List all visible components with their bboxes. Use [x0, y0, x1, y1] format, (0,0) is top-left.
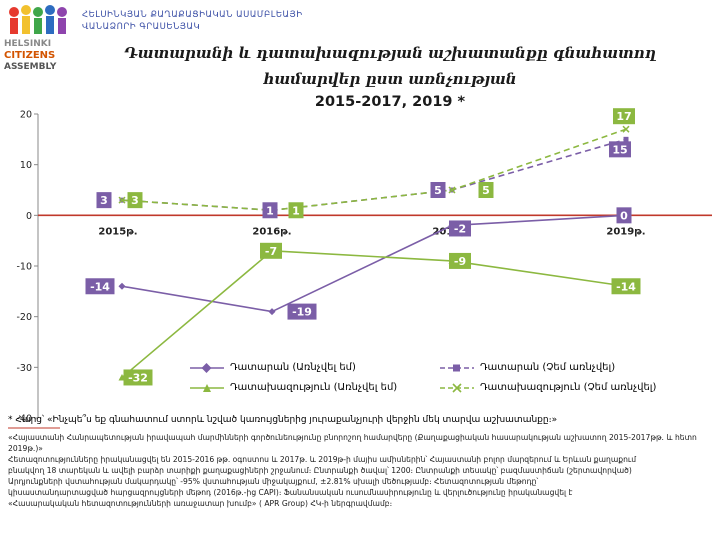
data-label-box — [123, 369, 153, 386]
footnote-line-5: կիսաստանդարտացված հարցազրույցների մեթոդ … — [8, 488, 573, 497]
y-tick-label: -10 — [16, 262, 32, 273]
legend-item-court-not-involved: Դատարան (Չեմ առնչվել) — [440, 362, 615, 373]
data-label-box — [262, 202, 278, 219]
data-label: 3 — [100, 194, 108, 207]
legend-label-court-not-involved: Դատարան (Չեմ առնչվել) — [480, 362, 616, 373]
data-label: -14 — [616, 280, 636, 293]
legend-swatch-prosecution-involved — [190, 383, 224, 392]
legend-swatch-court-not-involved — [440, 364, 474, 371]
footnote-line-2: Հետազոտությունները իրականացվել են 2015-2… — [8, 455, 637, 464]
data-label: -9 — [454, 255, 466, 268]
data-label: 15 — [612, 143, 627, 156]
legend-item-prosecution-not-involved: Դատախազություն (Չեմ առնչվել) — [440, 382, 656, 393]
data-label-box — [449, 252, 471, 269]
data-label: -14 — [90, 280, 110, 293]
data-label: 5 — [482, 184, 490, 197]
x-tick-label: 2016թ. — [252, 226, 291, 237]
data-label: -2 — [454, 222, 466, 235]
y-tick-label: 20 — [20, 110, 32, 121]
chart-title-line2: համարվեր ըստ առնչության — [263, 70, 517, 88]
y-tick-label: -20 — [16, 312, 32, 323]
series-line-2 — [121, 249, 627, 379]
data-label: 3 — [131, 194, 139, 207]
chart-title-line1: Դատարանի և դատախազության աշխատանքը գնահա… — [124, 44, 656, 62]
data-label: 0 — [620, 209, 628, 222]
data-point — [448, 186, 456, 194]
data-point — [623, 136, 629, 142]
legend-label-prosecution-involved: Դատախազություն (Առնչվել եմ) — [230, 382, 398, 393]
data-label-box — [611, 278, 641, 295]
data-label: -19 — [292, 306, 312, 319]
data-label: 1 — [266, 204, 274, 217]
org-name-line2: ՎԱՆԱՁՈՐԻ ԳՐԱՍԵՆՅԱԿ — [82, 22, 201, 32]
data-label-box — [478, 182, 494, 198]
data-label-box — [260, 242, 282, 259]
y-tick-label: -30 — [16, 363, 32, 374]
footnote-line-1: «Հայաստանի Հանրապետության իրավապահ մարմի… — [8, 433, 697, 453]
footnote-line-6: «Հասարակական հետազոտությունների առաջատար… — [8, 499, 393, 508]
y-tick-label: -40 — [16, 414, 32, 425]
legend-label-prosecution-not-involved: Դատախազություն (Չեմ առնչվել) — [480, 382, 657, 393]
series-line-1 — [121, 138, 627, 212]
helsinki-citizens-assembly-logo: HELSINKI CITIZENS ASSEMBLY — [4, 5, 67, 72]
data-point — [118, 282, 126, 290]
methodology-footnote: «Հայաստանի Հանրապետության իրավապահ մարմի… — [8, 432, 714, 509]
org-name-line1: ՀԵԼՍԻՆԿՅԱՆ ՔԱՂԱՔԱՑԻԱԿԱՆ ԱՍԱՄԲԼԵԱՅԻ — [82, 10, 303, 20]
x-tick-label: 2019թ. — [606, 226, 645, 237]
y-tick-label: 10 — [20, 160, 32, 171]
data-label-box — [96, 192, 112, 209]
legend-item-court-involved: Դատարան (Առնչվել եմ) — [190, 362, 356, 373]
footnote-line-4: Արդյունքների վստահության մակարդակը՝ -95%… — [8, 477, 539, 486]
data-label-box — [288, 202, 304, 219]
y-tick-label: 0 — [26, 211, 32, 222]
line-chart: -40-30-20-10010202015թ.2016թ.2017թ.2019թ… — [8, 108, 712, 429]
footnote-line-3: բնակվող 18 տարեկան և ավելի բարձր տարիքի … — [8, 466, 632, 475]
data-label-box — [287, 303, 317, 320]
data-point — [268, 308, 276, 316]
survey-question-note: * Հարց՝ «Ինչպե՞ս եք գնահատում ստորև նշվա… — [8, 415, 558, 425]
series-line-0 — [121, 214, 627, 313]
x-tick-label: 2015թ. — [98, 226, 137, 237]
chart-legend: Դատարան (Առնչվել եմ) Դատարան (Չեմ առնչվե… — [190, 362, 670, 402]
legend-item-prosecution-involved: Դատախազություն (Առնչվել եմ) — [190, 382, 397, 393]
chart-subtitle: 2015-2017, 2019 * — [314, 94, 466, 110]
data-point — [118, 196, 126, 204]
data-label-box — [85, 278, 115, 295]
data-label: 1 — [292, 204, 300, 217]
data-label: -7 — [265, 245, 277, 258]
data-label: 5 — [434, 184, 442, 197]
series-line-3 — [121, 128, 627, 212]
logo-assembly: ASSEMBLY — [4, 62, 57, 72]
logo-helsinki: HELSINKI — [4, 39, 51, 49]
data-label-box — [449, 220, 471, 237]
data-label: -32 — [128, 371, 148, 384]
data-label-box — [430, 182, 446, 198]
data-label-box — [609, 141, 631, 158]
logo-figures — [9, 5, 67, 34]
data-point — [622, 125, 630, 133]
data-label-box — [616, 207, 632, 224]
logo-citizens: CITIZENS — [4, 50, 55, 61]
data-label-box — [127, 192, 143, 209]
legend-label-court-involved: Դատարան (Առնչվել եմ) — [230, 362, 356, 373]
legend-swatch-prosecution-not-involved — [440, 382, 474, 393]
data-label-box — [613, 108, 635, 125]
legend-swatch-court-involved — [190, 362, 224, 373]
data-label: 17 — [616, 110, 631, 123]
